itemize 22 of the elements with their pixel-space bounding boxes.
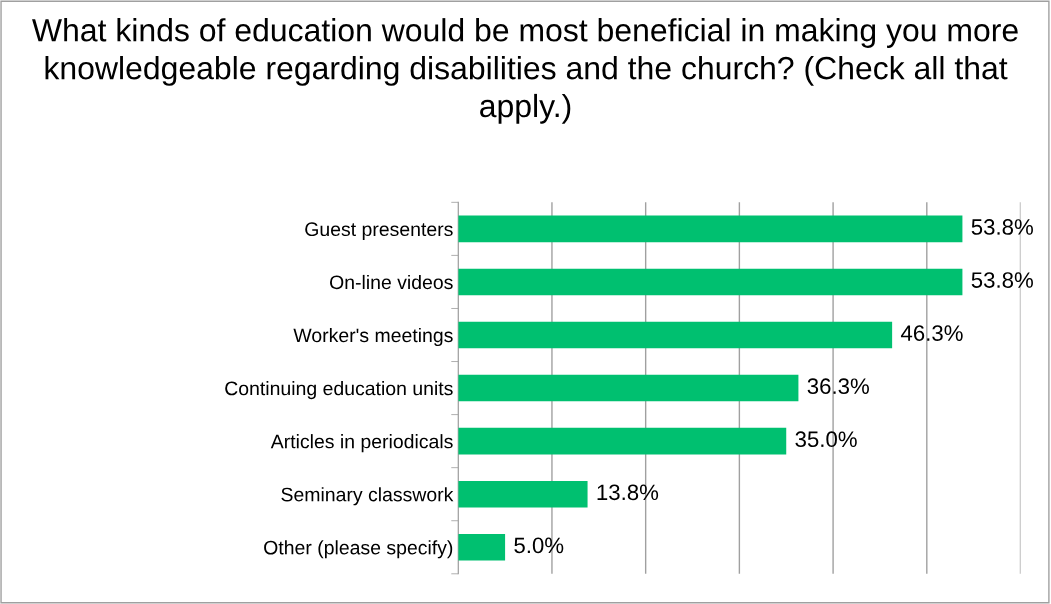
y-tick-label: Articles in periodicals xyxy=(270,434,453,453)
y-tick-label: Worker's meetings xyxy=(293,327,453,347)
data-label: 35.0% xyxy=(795,431,857,448)
bar xyxy=(458,374,799,402)
y-tick-label: Seminary classwork xyxy=(281,487,454,506)
y-tick-label: Guest presenters xyxy=(305,222,453,240)
y-tick-label: Continuing education units xyxy=(225,381,453,400)
y-tick-label: On-line videos xyxy=(330,274,453,290)
data-label: 36.3% xyxy=(807,378,869,395)
bar xyxy=(458,215,963,243)
data-label: 53.8% xyxy=(971,272,1033,288)
bar xyxy=(458,427,787,455)
data-label: 46.3% xyxy=(900,325,963,341)
chart-title: What kinds of education would be most beneficial in making you more knowledgeable regarding disabilities and the church? (Check all that apply.) xyxy=(32,18,1018,124)
data-label: 13.8% xyxy=(597,484,659,501)
bar xyxy=(458,268,963,296)
y-tick-label: Other (please specify) xyxy=(264,540,453,559)
bar xyxy=(458,321,893,349)
bar xyxy=(458,534,506,561)
bar xyxy=(458,480,588,508)
data-label: 53.8% xyxy=(971,219,1033,235)
data-label: 5.0% xyxy=(514,537,564,554)
